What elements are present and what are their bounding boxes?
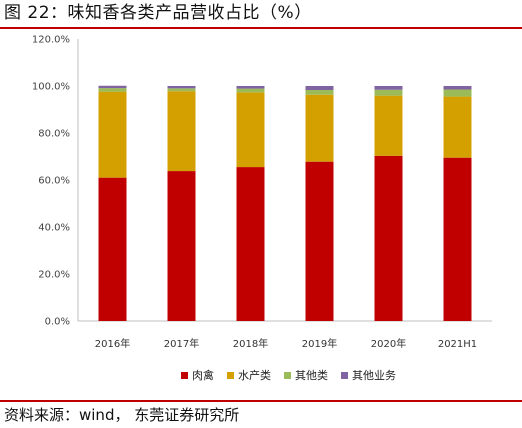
legend-label-0: 肉禽 [192, 368, 214, 382]
legend-swatch-3 [341, 372, 348, 379]
legend-swatch-2 [284, 372, 291, 379]
x-category-label: 2018年 [233, 337, 268, 350]
bar-segment-2-1 [167, 88, 196, 92]
x-category-label: 2019年 [302, 337, 337, 350]
x-category-label: 2016年 [95, 337, 130, 350]
x-category-label: 2017年 [164, 337, 199, 350]
bar-segment-2-2 [236, 88, 265, 93]
bar-segment-3-4 [374, 86, 403, 90]
bar-segment-3-1 [167, 86, 196, 89]
bar-segment-0-1 [167, 171, 196, 321]
bar-segment-1-3 [305, 94, 334, 162]
stacked-bar-chart: 0.0% 20.0% 40.0% 60.0% 80.0% 100.0% 120.0% 201… [32, 35, 492, 382]
bar-segment-2-0 [98, 88, 127, 92]
bar-segment-2-5 [443, 89, 472, 97]
figure-title: 图 22：味知香各类产品营收占比（%） [4, 3, 312, 23]
bar-segment-1-2 [236, 92, 265, 168]
bar-segment-0-4 [374, 155, 403, 321]
bottom-divider [0, 400, 522, 402]
bar-segment-3-2 [236, 86, 265, 89]
bar-segment-3-3 [305, 86, 334, 90]
bar-segment-1-5 [443, 96, 472, 158]
y-tick-label: 20.0% [38, 270, 70, 281]
y-tick-label: 100.0% [32, 82, 70, 93]
legend-label-1: 水产类 [238, 368, 271, 382]
bar-segment-0-5 [443, 157, 472, 321]
y-tick-label: 0.0% [45, 317, 70, 328]
legend-label-2: 其他类 [295, 368, 328, 382]
bar-segment-1-1 [167, 91, 196, 172]
source-note: 资料来源：wind， 东莞证券研究所 [4, 406, 240, 424]
bar-segment-1-4 [374, 95, 403, 156]
bar-segment-3-5 [443, 86, 472, 90]
bar-segment-2-3 [305, 89, 334, 95]
y-tick-label: 40.0% [38, 223, 70, 234]
bar-segment-0-2 [236, 167, 265, 321]
bar-segment-0-0 [98, 177, 127, 321]
x-category-label: 2020年 [371, 337, 406, 350]
legend-label-3: 其他业务 [352, 369, 396, 382]
bar-segment-3-0 [98, 85, 127, 89]
legend-swatch-1 [227, 372, 234, 379]
top-divider [0, 27, 522, 29]
bar-segment-1-0 [98, 91, 127, 178]
legend-swatch-0 [181, 372, 188, 379]
y-tick-label: 60.0% [38, 176, 70, 187]
bar-segment-0-3 [305, 161, 334, 321]
x-category-label: 2021H1 [438, 339, 477, 350]
bar-segment-2-4 [374, 89, 403, 96]
y-tick-label: 120.0% [32, 35, 70, 46]
y-tick-label: 80.0% [38, 129, 70, 140]
